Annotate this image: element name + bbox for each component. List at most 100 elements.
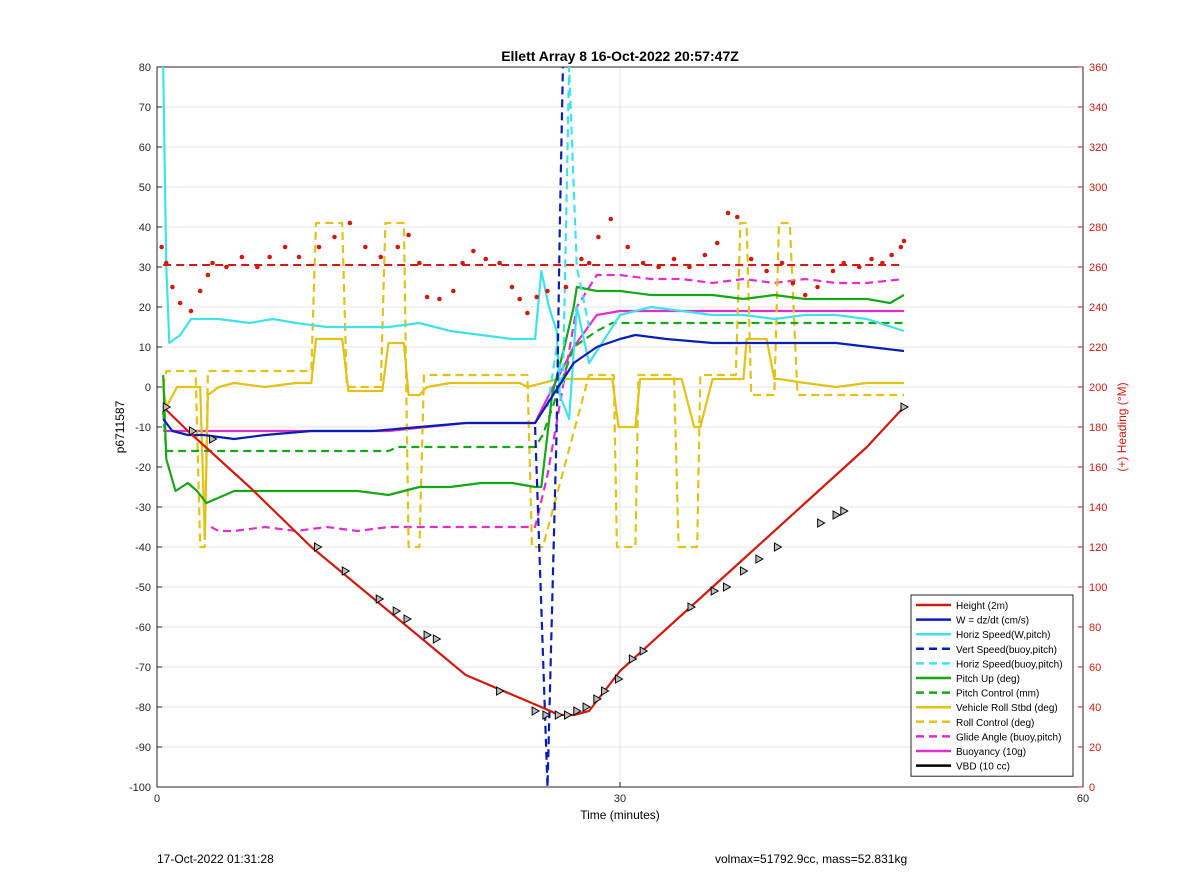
series-line xyxy=(534,67,565,787)
depth-marker xyxy=(582,702,592,712)
y2-tick-label: 140 xyxy=(1089,502,1107,514)
heading-point xyxy=(517,296,522,302)
depth-marker xyxy=(722,582,732,592)
y2-tick-label: 20 xyxy=(1089,742,1101,754)
heading-point xyxy=(856,264,862,270)
y-tick-label: -40 xyxy=(135,542,151,554)
heading-point xyxy=(802,292,808,298)
heading-point xyxy=(282,244,288,250)
depth-marker xyxy=(573,706,582,716)
y2-tick-label: 300 xyxy=(1089,182,1107,194)
heading-point xyxy=(579,256,584,262)
heading-point xyxy=(869,256,874,262)
y-tick-label: 50 xyxy=(139,182,151,194)
heading-point xyxy=(197,288,203,294)
heading-point xyxy=(296,254,302,260)
legend-label: Horiz Speed(W,pitch) xyxy=(956,630,1050,641)
y2-tick-label: 320 xyxy=(1089,142,1107,154)
legend-box xyxy=(910,594,1074,777)
legend: Height (2m) W = dz/dt (cm/s) Horiz Speed(W… xyxy=(910,594,1074,777)
y2-tick-label: 180 xyxy=(1089,422,1107,434)
axes: 80706050403020100-10-20-30-40-50-60-70-8… xyxy=(129,62,1107,805)
heading-point xyxy=(267,254,272,260)
depth-marker xyxy=(432,634,442,644)
heading-point xyxy=(815,284,820,290)
y-tick-label: -60 xyxy=(135,622,151,634)
heading-point xyxy=(608,216,614,222)
depth-marker xyxy=(601,686,610,696)
y2-tick-label: 80 xyxy=(1089,622,1101,634)
depth-marker xyxy=(209,434,218,444)
heading-point xyxy=(779,260,785,266)
chart-title: Ellett Array 8 16-Oct-2022 20:57:47Z xyxy=(501,48,739,64)
depth-marker xyxy=(840,506,849,516)
series-line xyxy=(210,273,905,533)
series-line xyxy=(162,285,905,505)
y2-tick-label: 0 xyxy=(1089,782,1095,794)
depth-marker xyxy=(403,614,413,624)
heading-point xyxy=(205,272,211,278)
depth-marker xyxy=(375,594,385,604)
y2-tick-label: 340 xyxy=(1089,102,1107,114)
heading-point xyxy=(525,310,530,316)
depth-marker xyxy=(639,646,649,656)
series-line xyxy=(162,321,904,453)
legend-label: W = dz/dt (cm/s) xyxy=(956,616,1029,627)
y-tick-label: -90 xyxy=(135,742,151,754)
legend-label: VBD (10 cc) xyxy=(956,762,1010,773)
heading-point xyxy=(687,264,692,270)
y-tick-label: -10 xyxy=(135,422,151,434)
y2-tick-label: 260 xyxy=(1089,262,1107,274)
series-line xyxy=(162,337,904,541)
depth-marker xyxy=(423,630,433,640)
y-tick-label: -80 xyxy=(135,702,151,714)
heading-point xyxy=(483,256,489,262)
heading-point xyxy=(188,308,194,314)
heading-point xyxy=(417,260,422,266)
legend-label: Roll Control (deg) xyxy=(956,718,1034,729)
series-line xyxy=(162,221,904,549)
heading-point xyxy=(170,284,175,290)
legend-label: Buoyancy (10g) xyxy=(956,747,1026,758)
y-axis-label: p6711587 xyxy=(113,400,127,453)
series-line xyxy=(162,67,905,421)
y-tick-label: -100 xyxy=(129,782,151,794)
y-tick-label: 70 xyxy=(139,102,151,114)
y-tick-label: -20 xyxy=(135,462,151,474)
heading-series xyxy=(159,210,907,316)
heading-point xyxy=(901,238,907,244)
heading-point xyxy=(830,268,836,274)
depth-marker xyxy=(687,602,697,612)
heading-point xyxy=(563,284,569,290)
depth-marker xyxy=(614,674,624,684)
y-tick-label: 30 xyxy=(139,262,151,274)
depth-marker xyxy=(496,686,505,696)
y-tick-label: 20 xyxy=(139,302,151,314)
heading-point xyxy=(378,254,384,260)
y-tick-label: 10 xyxy=(139,342,151,354)
heading-point xyxy=(534,294,539,300)
series-line xyxy=(162,333,905,441)
depth-marker xyxy=(314,542,323,552)
heading-point xyxy=(163,260,169,266)
y2-tick-label: 240 xyxy=(1089,302,1107,314)
depth-marker xyxy=(564,710,573,720)
y2-tick-label: 160 xyxy=(1089,462,1107,474)
y-tick-label: 0 xyxy=(145,382,151,394)
heading-point xyxy=(656,264,661,270)
y-tick-label: 60 xyxy=(139,142,151,154)
heading-point xyxy=(898,244,904,250)
heading-point xyxy=(316,244,322,250)
depth-marker xyxy=(755,554,764,564)
y-tick-label: 80 xyxy=(139,62,151,74)
heading-point xyxy=(406,232,411,238)
y2-tick-label: 60 xyxy=(1089,662,1101,674)
legend-label: Pitch Control (mm) xyxy=(956,689,1039,700)
heading-point xyxy=(889,252,894,258)
heading-point xyxy=(625,244,631,250)
depth-marker xyxy=(341,566,351,576)
y2-tick-label: 360 xyxy=(1089,62,1107,74)
depth-marker xyxy=(773,542,783,552)
heading-point xyxy=(671,256,677,262)
